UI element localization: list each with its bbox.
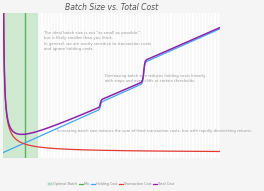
Bar	[2, 13, 37, 158]
Legend: Optimal Batch, Min, Holding Cost, Transaction Cost, Total Cost: Optimal Batch, Min, Holding Cost, Transa…	[47, 181, 175, 188]
Text: The ideal batch size is not "as small as possible,"
but is likely smaller than y: The ideal batch size is not "as small as…	[44, 31, 151, 51]
Text: Increasing batch size reduces the sum of fixed transaction costs, but with rapid: Increasing batch size reduces the sum of…	[57, 129, 252, 133]
Title: Batch Size vs. Total Cost: Batch Size vs. Total Cost	[65, 3, 158, 12]
Text: Decreasing batch size reduces holding costs linearly,
with steps and even cliffs: Decreasing batch size reduces holding co…	[105, 74, 206, 83]
